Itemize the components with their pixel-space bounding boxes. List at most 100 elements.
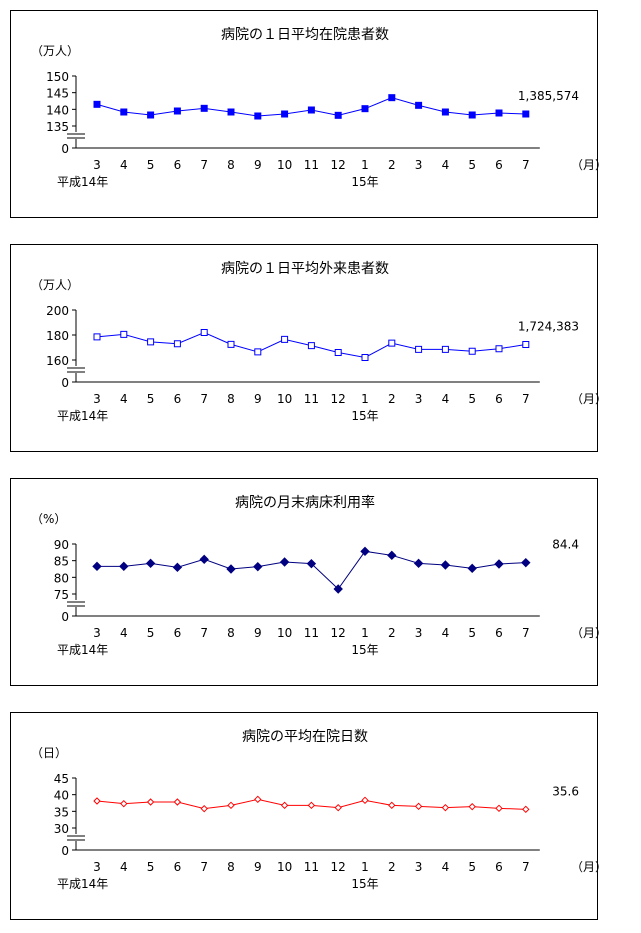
data-point (415, 345, 423, 353)
data-point (522, 805, 530, 814)
x-tick-label: 9 (254, 392, 262, 406)
x-tick-label: 9 (254, 860, 262, 874)
x-tick-label: 5 (147, 860, 155, 874)
y-tick-label: 200 (46, 304, 69, 318)
x-tick-label: 4 (120, 860, 128, 874)
data-point (173, 340, 181, 348)
x-tick-label: 8 (227, 392, 235, 406)
data-point (147, 338, 155, 346)
x-axis-unit: （月） (571, 860, 599, 874)
data-point (173, 107, 181, 115)
data-point (120, 330, 128, 338)
chart-title: 病院の１日平均外来患者数 (221, 261, 389, 277)
data-point (388, 339, 396, 347)
year-label-start: 平成14年 (57, 877, 108, 891)
data-point (494, 559, 504, 569)
x-tick-label: 5 (468, 392, 476, 406)
x-tick-label: 12 (331, 392, 346, 406)
y-tick-label: 30 (54, 822, 69, 836)
data-point (334, 349, 342, 356)
data-point (333, 584, 343, 594)
y-tick-label: 160 (46, 354, 69, 368)
year-label-mid: 15年 (351, 409, 378, 423)
x-tick-label: 3 (93, 860, 101, 874)
x-tick-label: 12 (331, 860, 346, 874)
data-point (414, 802, 423, 811)
x-tick-label: 11 (304, 392, 319, 406)
x-tick-label: 12 (331, 626, 346, 640)
x-tick-label: 7 (200, 392, 208, 406)
x-tick-label: 5 (147, 626, 155, 640)
x-tick-label: 7 (522, 392, 530, 406)
x-axis-unit: （月） (571, 392, 599, 406)
x-tick-label: 1 (361, 158, 369, 172)
x-tick-label: 2 (388, 158, 396, 172)
data-point (279, 557, 290, 567)
data-point (522, 341, 530, 348)
y-tick-label: 0 (61, 376, 69, 390)
data-point (468, 347, 476, 355)
x-tick-label: 4 (120, 626, 128, 640)
y-tick-label: 140 (46, 103, 69, 117)
x-tick-label: 7 (200, 860, 208, 874)
y-tick-label: 135 (46, 120, 69, 134)
chart-panel-inpatients: 病院の１日平均在院患者数 （万人） 0 135 140 145 150 3 4 5 6 7 8 9 10 11… (10, 10, 599, 218)
data-point (280, 801, 289, 810)
y-tick-label: 40 (54, 789, 69, 803)
y-tick-label: 75 (54, 588, 69, 602)
x-tick-label: 6 (174, 158, 182, 172)
data-point (307, 342, 315, 350)
data-point (120, 799, 128, 808)
y-axis-unit: （万人） (31, 44, 79, 58)
data-point (440, 560, 451, 570)
data-point (199, 554, 209, 565)
data-point (495, 345, 503, 353)
data-point (93, 100, 101, 108)
x-tick-label: 6 (174, 392, 182, 406)
x-tick-label: 5 (147, 392, 155, 406)
data-point (360, 546, 370, 557)
y-axis-unit: （%） (31, 512, 66, 526)
data-point (93, 797, 101, 805)
data-point (281, 335, 289, 343)
last-value-label: 35.6 (552, 784, 579, 798)
x-tick-label: 5 (468, 158, 476, 172)
data-point (254, 112, 262, 120)
y-tick-label: 90 (54, 538, 69, 552)
data-point (467, 563, 477, 574)
x-tick-label: 6 (495, 860, 503, 874)
x-tick-label: 11 (304, 860, 319, 874)
data-point (387, 550, 397, 561)
x-tick-label: 3 (415, 392, 423, 406)
x-tick-label: 8 (227, 158, 235, 172)
data-point (521, 557, 531, 568)
x-tick-label: 8 (227, 860, 235, 874)
data-point (306, 558, 317, 569)
y-tick-label: 150 (46, 70, 69, 84)
year-label-start: 平成14年 (57, 643, 108, 657)
data-point (227, 801, 235, 810)
data-point (226, 564, 236, 574)
x-tick-label: 11 (304, 158, 319, 172)
y-tick-label: 80 (54, 571, 69, 585)
x-tick-label: 10 (277, 860, 292, 874)
data-point (441, 345, 449, 353)
data-point (92, 561, 102, 572)
data-point (254, 795, 262, 804)
x-tick-label: 2 (388, 860, 396, 874)
data-point (441, 803, 450, 812)
data-point (254, 348, 262, 356)
y-tick-label: 85 (54, 555, 69, 569)
last-value-label: 84.4 (552, 538, 579, 552)
x-tick-label: 4 (442, 626, 450, 640)
chart-title: 病院の平均在院日数 (242, 729, 368, 745)
x-tick-label: 1 (361, 626, 369, 640)
y-tick-label: 0 (61, 610, 69, 624)
data-point (119, 561, 129, 572)
y-tick-label: 0 (61, 142, 69, 156)
y-tick-label: 0 (61, 844, 69, 858)
x-tick-label: 6 (174, 626, 182, 640)
